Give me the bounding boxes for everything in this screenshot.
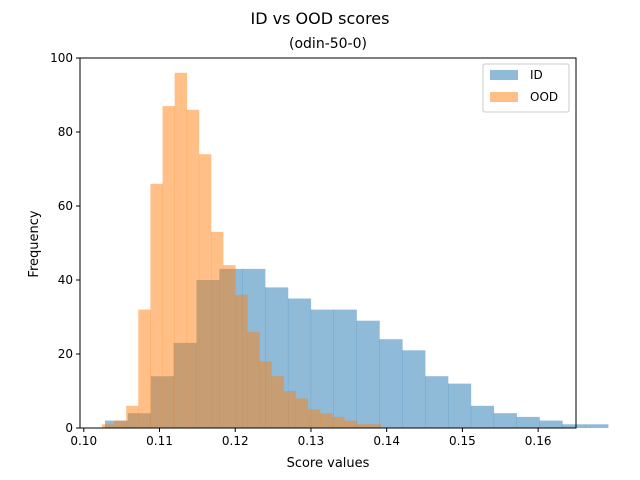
histogram-bar-ood	[295, 398, 309, 428]
histogram-bar-ood	[271, 376, 284, 428]
histogram-bar-id	[402, 350, 426, 428]
x-axis-label: Score values	[287, 456, 370, 471]
histogram-bar-id	[516, 416, 540, 428]
histogram-bar-ood	[344, 420, 357, 428]
x-tick-label: 0.11	[146, 434, 173, 448]
histogram-bar-ood	[247, 331, 260, 428]
x-tick-label: 0.15	[449, 434, 476, 448]
x-tick-label: 0.16	[525, 434, 552, 448]
histogram-bar-ood	[235, 294, 248, 428]
histogram-bar-ood	[259, 361, 272, 428]
histogram-bar-ood	[356, 424, 369, 428]
histogram-bar-ood	[307, 409, 321, 428]
histogram-bar-ood	[114, 420, 127, 428]
plot-area: 0.10 0.11 0.12 0.13 0.14 0.15 0.16 0 20 40 60 80 100	[50, 51, 609, 448]
histogram-bar-id	[356, 320, 380, 428]
y-tick-label: 100	[50, 51, 73, 65]
histogram-bar-ood	[223, 265, 236, 428]
y-tick-label: 20	[58, 347, 73, 361]
y-tick-label: 60	[58, 199, 73, 213]
histogram-bar-id	[539, 420, 563, 428]
histogram-bar-ood	[150, 183, 163, 428]
histogram-bar-ood	[126, 405, 139, 428]
histogram-bar-id	[310, 309, 334, 428]
histogram-bar-id	[448, 383, 472, 428]
legend-label-id: ID	[530, 68, 543, 82]
histogram-bar-id	[425, 376, 449, 428]
x-tick-label: 0.13	[298, 434, 325, 448]
axes-frame	[79, 57, 577, 429]
legend: ID OOD	[482, 63, 570, 113]
legend-swatch-id	[490, 70, 518, 80]
histogram-bar-ood	[174, 72, 188, 429]
histogram-bar-ood	[211, 231, 224, 428]
y-tick-label: 40	[58, 273, 73, 287]
histogram-bar-id	[470, 405, 495, 428]
histogram-bar-ood	[320, 413, 333, 428]
x-tick-label: 0.14	[373, 434, 400, 448]
x-tick-label: 0.10	[70, 434, 97, 448]
histogram-bar-ood	[283, 391, 297, 428]
histogram-bar-ood	[198, 154, 212, 428]
histogram-bar-id	[333, 309, 357, 428]
histogram-bar-ood	[101, 424, 115, 428]
y-tick-label: 80	[58, 125, 73, 139]
chart-title: ID vs OOD scores	[251, 9, 390, 28]
histogram-bar-ood	[332, 416, 345, 428]
histogram-bar-ood	[186, 109, 200, 429]
histogram-bar-ood	[368, 424, 381, 428]
x-tick-label: 0.12	[222, 434, 249, 448]
y-axis-label: Frequency	[27, 210, 42, 277]
y-tick-label: 0	[65, 421, 73, 435]
histogram-bar-ood	[162, 106, 175, 428]
histogram-bar-ood	[138, 309, 151, 428]
histogram-bar-id	[379, 339, 403, 428]
legend-swatch-ood	[490, 92, 518, 102]
chart-subtitle: (odin-50-0)	[289, 36, 367, 52]
legend-label-ood: OOD	[530, 90, 558, 104]
histogram-bar-id	[585, 424, 609, 428]
histogram-bar-id	[562, 424, 586, 428]
histogram-bar-id	[493, 413, 517, 428]
